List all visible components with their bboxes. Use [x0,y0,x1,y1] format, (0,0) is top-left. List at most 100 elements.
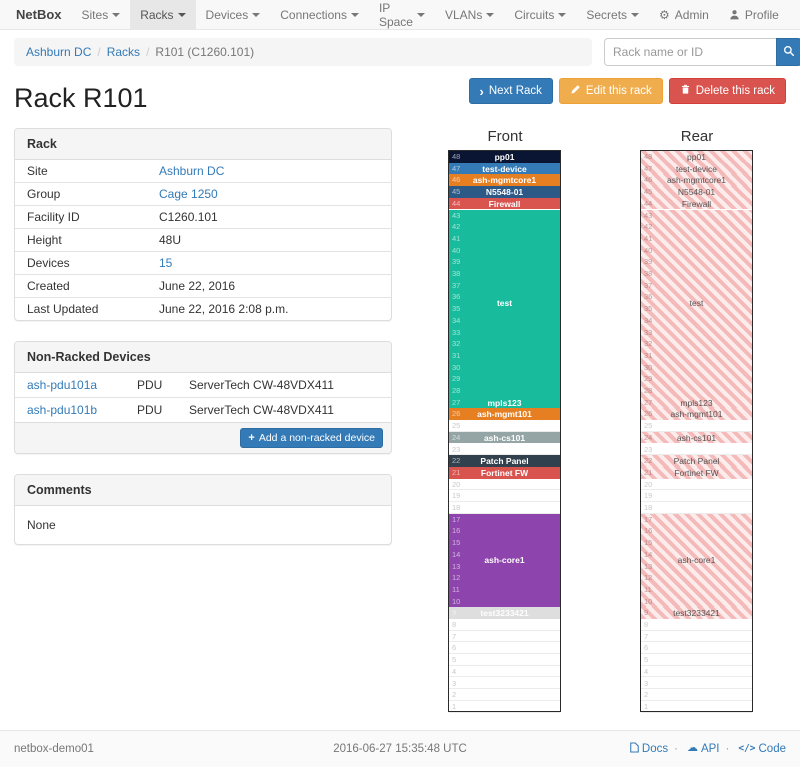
unit-number: 19 [644,491,653,501]
unit-number: 18 [452,503,461,512]
add-nonracked-device-button[interactable]: + Add a non-racked device [240,428,383,448]
nonracked-row: ash-pdu101a PDU ServerTech CW-48VDX411 [15,373,391,398]
device-link[interactable]: ash-pdu101a [27,378,98,392]
nav-item-circuits[interactable]: Circuits [504,0,576,29]
breadcrumb-link[interactable]: Racks [106,45,141,59]
rack-device[interactable]: ash-mgmtcore1 [449,174,560,187]
rack-device[interactable]: Firewall [641,197,752,210]
rack-device[interactable]: ash-mgmt101 [449,408,560,421]
rack-device-label: ash-cs101 [483,432,526,443]
unit-number: 9 [452,608,457,618]
rack-device[interactable]: test-device [641,162,752,175]
unit-number: 26 [644,409,653,419]
rack-device[interactable]: test [641,209,752,397]
rack-device[interactable]: ash-cs101 [449,431,560,444]
rack-search-group [604,38,800,66]
nav-item-racks[interactable]: Racks [130,0,196,29]
breadcrumb-link[interactable]: Ashburn DC [26,45,92,59]
gear-icon: ⚙ [659,7,670,22]
rack-device[interactable]: test-device [449,162,560,175]
rack-device-label: test3233421 [480,608,529,619]
nav-item-connections[interactable]: Connections [270,0,369,29]
rack-device[interactable]: ash-mgmt101 [641,408,752,421]
rack-slot [449,490,560,502]
rack-device[interactable]: mpls123 [641,396,752,409]
unit-number: 27 [452,397,461,407]
rack-device[interactable]: ash-core1 [449,513,560,608]
unit-number: 32 [644,339,653,349]
rack-device[interactable]: Patch Panel [641,455,752,467]
attr-row: Facility ID C1260.101 [15,205,391,229]
nav-item-devices[interactable]: Devices [196,0,271,29]
unit-number: 22 [452,456,461,466]
edit-rack-button[interactable]: Edit this rack [558,78,663,104]
unit-number: 43 [452,210,461,220]
unit-number: 20 [452,479,461,489]
unit-number: 28 [452,386,461,395]
rack-device[interactable]: N5548-01 [641,186,752,198]
code-link[interactable]: </> Code [725,743,786,755]
rack-device[interactable]: ash-mgmtcore1 [641,174,752,187]
caret-down-icon [486,13,495,17]
search-button[interactable] [776,38,800,66]
rack-device[interactable]: N5548-01 [449,186,560,198]
unit-number: 32 [452,339,461,349]
next-rack-label: Next Rack [488,85,542,97]
nav-item-ip-space[interactable]: IP Space [369,0,435,29]
rack-panel-heading: Rack [15,129,391,160]
rack-device[interactable]: ash-cs101 [641,431,752,444]
nav-item-sites[interactable]: Sites [72,0,131,29]
rack-device[interactable]: Patch Panel [449,455,560,467]
nav-item-profile[interactable]: Profile [719,0,789,29]
docs-link[interactable]: Docs [630,742,668,756]
caret-down-icon [252,13,261,17]
unit-number: 46 [644,175,653,185]
rack-device[interactable]: Fortinet FW [641,466,752,479]
unit-number: 25 [452,421,461,431]
api-link[interactable]: ☁ API [674,742,720,755]
rack-device[interactable]: test3233421 [449,607,560,619]
unit-number: 23 [452,444,461,454]
unit-number: 35 [452,304,461,314]
brand[interactable]: NetBox [16,7,62,22]
nav-item-vlans[interactable]: VLANs [435,0,504,29]
attr-value-link[interactable]: Ashburn DC [159,164,225,178]
caret-down-icon [350,13,359,17]
device-name-cell: ash-pdu101a [15,373,125,398]
nav-item-secrets[interactable]: Secrets [576,0,649,29]
search-input[interactable] [604,38,776,66]
caret-down-icon [631,13,640,17]
attr-row: Last Updated June 22, 2016 2:08 p.m. [15,297,391,320]
rack-device[interactable]: pp01 [641,151,752,163]
device-link[interactable]: ash-pdu101b [27,403,98,417]
docs-icon [630,742,639,756]
unit-number: 37 [452,280,461,290]
rack-device[interactable]: test [449,209,560,397]
rack-device[interactable]: mpls123 [449,396,560,409]
rack-slot [449,420,560,432]
next-rack-button[interactable]: › Next Rack [468,78,553,104]
unit-number: 19 [452,491,461,501]
nav-item-logout[interactable]: Log out [789,0,800,29]
unit-number: 16 [644,526,653,536]
rack-device[interactable]: test3233421 [641,607,752,619]
nonracked-panel-footer: + Add a non-racked device [15,422,391,453]
attr-label: Group [15,182,147,206]
nav-item-admin[interactable]: ⚙ Admin [649,0,719,29]
breadcrumb-current: R101 (C1260.101) [155,45,255,59]
unit-number: 27 [644,397,653,407]
api-label: API [700,742,720,755]
rack-device[interactable]: Firewall [449,197,560,210]
attr-value-link[interactable]: 15 [159,256,173,270]
nonracked-devices-table: ash-pdu101a PDU ServerTech CW-48VDX411 ash-… [15,373,391,422]
delete-rack-button[interactable]: Delete this rack [668,78,786,104]
rack-device[interactable]: pp01 [449,151,560,163]
rack-device[interactable]: Fortinet FW [449,466,560,479]
unit-number: 18 [644,503,653,512]
rack-slot [641,502,752,514]
rack-slot [641,666,752,678]
attr-row: Created June 22, 2016 [15,274,391,298]
attr-value-link[interactable]: Cage 1250 [159,187,218,201]
unit-number: 2 [644,690,649,700]
rack-device[interactable]: ash-core1 [641,513,752,608]
